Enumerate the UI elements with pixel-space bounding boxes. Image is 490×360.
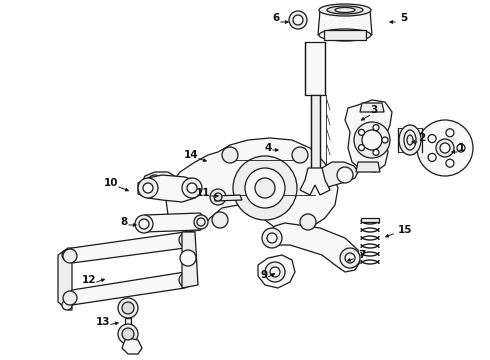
Circle shape: [233, 156, 297, 220]
Text: 3: 3: [370, 105, 377, 115]
Polygon shape: [142, 172, 182, 195]
Circle shape: [340, 248, 360, 268]
Circle shape: [118, 298, 138, 318]
Circle shape: [337, 167, 353, 183]
Polygon shape: [68, 272, 190, 305]
Circle shape: [292, 147, 308, 163]
Polygon shape: [360, 103, 384, 112]
Circle shape: [428, 135, 436, 143]
Polygon shape: [258, 255, 295, 288]
Text: 5: 5: [400, 13, 407, 23]
Polygon shape: [138, 175, 200, 202]
Circle shape: [122, 328, 134, 340]
Polygon shape: [356, 162, 380, 172]
Circle shape: [180, 250, 196, 266]
Polygon shape: [125, 318, 131, 330]
Ellipse shape: [399, 125, 421, 155]
Ellipse shape: [327, 6, 363, 14]
Circle shape: [179, 233, 193, 247]
Text: 6: 6: [273, 13, 280, 23]
Circle shape: [265, 262, 285, 282]
Polygon shape: [264, 223, 360, 272]
Circle shape: [359, 129, 365, 135]
Circle shape: [300, 214, 316, 230]
Circle shape: [262, 228, 282, 248]
Circle shape: [270, 267, 280, 277]
Circle shape: [359, 145, 365, 150]
Ellipse shape: [404, 130, 416, 150]
Text: 10: 10: [103, 178, 118, 188]
Text: 8: 8: [121, 217, 128, 227]
Polygon shape: [182, 232, 198, 288]
Circle shape: [446, 129, 454, 137]
Text: 4: 4: [265, 143, 272, 153]
Circle shape: [138, 178, 158, 198]
Circle shape: [143, 183, 153, 193]
Text: 13: 13: [96, 317, 110, 327]
Polygon shape: [345, 100, 392, 172]
Circle shape: [62, 250, 72, 260]
Polygon shape: [398, 128, 422, 152]
Ellipse shape: [319, 29, 371, 41]
Polygon shape: [58, 248, 72, 310]
Circle shape: [245, 168, 285, 208]
Text: 7: 7: [358, 250, 366, 260]
Ellipse shape: [407, 135, 413, 145]
Polygon shape: [361, 218, 379, 222]
Polygon shape: [318, 10, 372, 35]
Text: 1: 1: [458, 143, 465, 153]
Polygon shape: [305, 42, 325, 95]
Ellipse shape: [335, 8, 355, 13]
Circle shape: [345, 253, 355, 263]
Polygon shape: [68, 232, 190, 263]
Polygon shape: [166, 138, 338, 232]
Text: 14: 14: [183, 150, 198, 160]
Circle shape: [187, 183, 197, 193]
Circle shape: [457, 144, 465, 152]
Circle shape: [293, 15, 303, 25]
Circle shape: [63, 249, 77, 263]
Text: 11: 11: [196, 188, 210, 198]
Text: 15: 15: [398, 225, 413, 235]
Circle shape: [373, 149, 379, 156]
Circle shape: [436, 139, 454, 157]
Ellipse shape: [319, 4, 371, 16]
Circle shape: [255, 178, 275, 198]
Circle shape: [289, 11, 307, 29]
Polygon shape: [324, 30, 366, 40]
Circle shape: [373, 125, 379, 131]
Polygon shape: [140, 213, 205, 232]
Circle shape: [135, 215, 153, 233]
Circle shape: [197, 218, 205, 226]
Circle shape: [147, 175, 163, 191]
Circle shape: [182, 178, 202, 198]
Text: 12: 12: [81, 275, 96, 285]
Circle shape: [214, 193, 222, 201]
Polygon shape: [300, 168, 330, 195]
Circle shape: [139, 219, 149, 229]
Circle shape: [362, 130, 382, 150]
Polygon shape: [311, 95, 320, 170]
Circle shape: [179, 273, 193, 287]
Polygon shape: [215, 195, 242, 201]
Circle shape: [212, 212, 228, 228]
Circle shape: [62, 300, 72, 310]
Circle shape: [267, 233, 277, 243]
Text: 9: 9: [261, 270, 268, 280]
Circle shape: [382, 137, 388, 143]
Circle shape: [194, 215, 208, 229]
Circle shape: [440, 143, 450, 153]
Circle shape: [354, 122, 390, 158]
Circle shape: [417, 120, 473, 176]
Polygon shape: [122, 338, 142, 354]
Circle shape: [222, 147, 238, 163]
Circle shape: [63, 291, 77, 305]
Circle shape: [118, 324, 138, 344]
Circle shape: [446, 159, 454, 167]
Polygon shape: [318, 162, 358, 188]
Circle shape: [122, 302, 134, 314]
Text: 2: 2: [418, 133, 425, 143]
Circle shape: [428, 153, 436, 161]
Circle shape: [210, 189, 226, 205]
